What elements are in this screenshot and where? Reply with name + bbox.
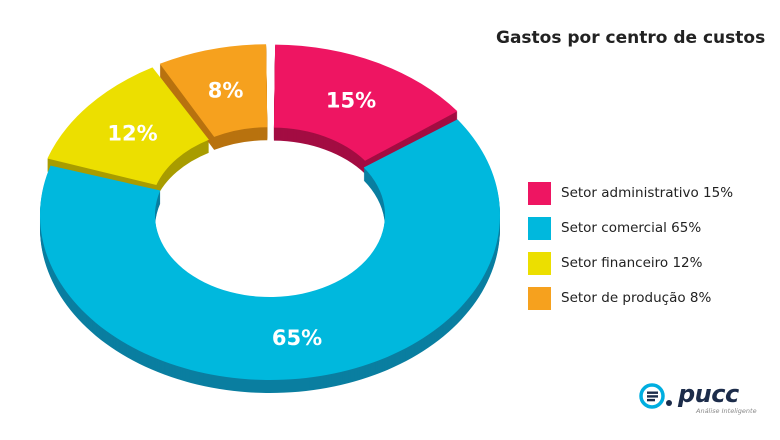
- slice-setor-de-producao: [159, 44, 268, 137]
- chart-title: Gastos por centro de custos: [496, 28, 766, 48]
- legend-label-setor-comercial: Setor comercial 65%: [561, 220, 702, 236]
- legend-label-setor-financeiro: Setor financeiro 12%: [561, 255, 703, 271]
- slice-setor-administrativo: [273, 44, 458, 161]
- legend-swatch-setor-de-producao: [528, 286, 551, 310]
- legend-item-setor-de-producao: Setor de produção 8%: [528, 286, 733, 310]
- pucc-logo-tagline: Análise Inteligente: [696, 407, 757, 415]
- legend-label-setor-de-producao: Setor de produção 8%: [561, 290, 712, 306]
- slice-setor-financeiro: [47, 67, 209, 186]
- legend-swatch-setor-financeiro: [528, 251, 551, 275]
- slice-label-setor-administrativo: 15%: [326, 89, 376, 113]
- slice-label-setor-comercial: 65%: [272, 326, 322, 350]
- legend-label-setor-administrativo: Setor administrativo 15%: [561, 185, 734, 201]
- pucc-logo-icon: [639, 383, 672, 409]
- slice-setor-comercial: [39, 119, 500, 380]
- legend-item-setor-comercial: Setor comercial 65%: [528, 216, 733, 240]
- legend-item-setor-administrativo: Setor administrativo 15%: [528, 181, 733, 205]
- pucc-logo: pucc Análise Inteligente: [638, 380, 758, 420]
- slice-label-setor-de-producao: 8%: [208, 79, 244, 103]
- legend-swatch-setor-comercial: [528, 216, 551, 240]
- legend-swatch-setor-administrativo: [528, 181, 551, 205]
- slice-label-setor-financeiro: 12%: [107, 122, 157, 146]
- legend-item-setor-financeiro: Setor financeiro 12%: [528, 251, 733, 275]
- chart-legend: Setor administrativo 15% Setor comercial …: [528, 181, 733, 321]
- pucc-logo-wordmark: pucc: [678, 380, 739, 408]
